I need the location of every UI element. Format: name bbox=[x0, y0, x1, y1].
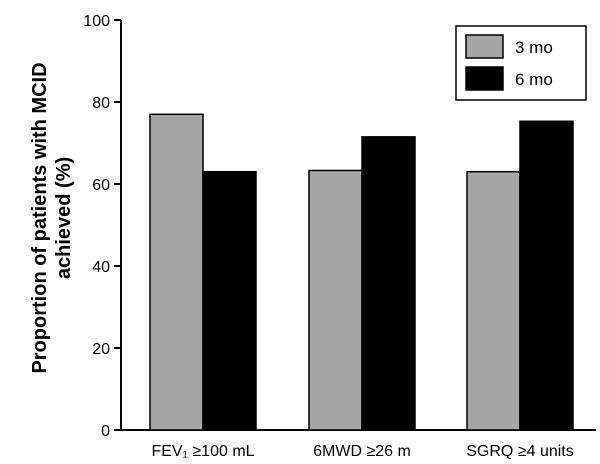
bar-3-mo-cat-0 bbox=[149, 113, 204, 431]
legend-swatch-3-mo bbox=[465, 34, 504, 59]
category-labels: FEV₁ ≥100 mL 6MWD ≥26 m SGRQ ≥4 units bbox=[151, 443, 573, 460]
x-category-label: FEV₁ ≥100 mL bbox=[151, 443, 254, 460]
legend-label-3-mo: 3 mo bbox=[515, 38, 553, 57]
y-ticks: 0 20 40 60 80 100 bbox=[83, 13, 121, 440]
y-tick-label: 40 bbox=[92, 259, 110, 276]
bar-3-mo-cat-2 bbox=[466, 170, 521, 431]
y-tick-label: 0 bbox=[101, 423, 110, 440]
x-category-label: SGRQ ≥4 units bbox=[466, 443, 573, 460]
legend-swatch-6-mo bbox=[465, 66, 504, 91]
y-tick-label: 100 bbox=[83, 13, 110, 30]
bar-6-mo-cat-1 bbox=[361, 136, 416, 431]
bar-6-mo-cat-2 bbox=[519, 120, 574, 431]
y-tick-label: 60 bbox=[92, 177, 110, 194]
legend-label-6-mo: 6 mo bbox=[515, 70, 553, 89]
x-category-label: 6MWD ≥26 m bbox=[313, 443, 411, 460]
y-tick-label: 20 bbox=[92, 341, 110, 358]
y-axis-label-line2: achieved (%) bbox=[53, 157, 75, 279]
y-axis-label-line1: Proportion of patients with MCID bbox=[29, 62, 51, 373]
y-tick-label: 80 bbox=[92, 95, 110, 112]
bars bbox=[149, 113, 574, 431]
bar-3-mo-cat-1 bbox=[308, 169, 363, 431]
legend: 3 mo 6 mo bbox=[455, 25, 587, 101]
bar-6-mo-cat-0 bbox=[202, 170, 257, 431]
